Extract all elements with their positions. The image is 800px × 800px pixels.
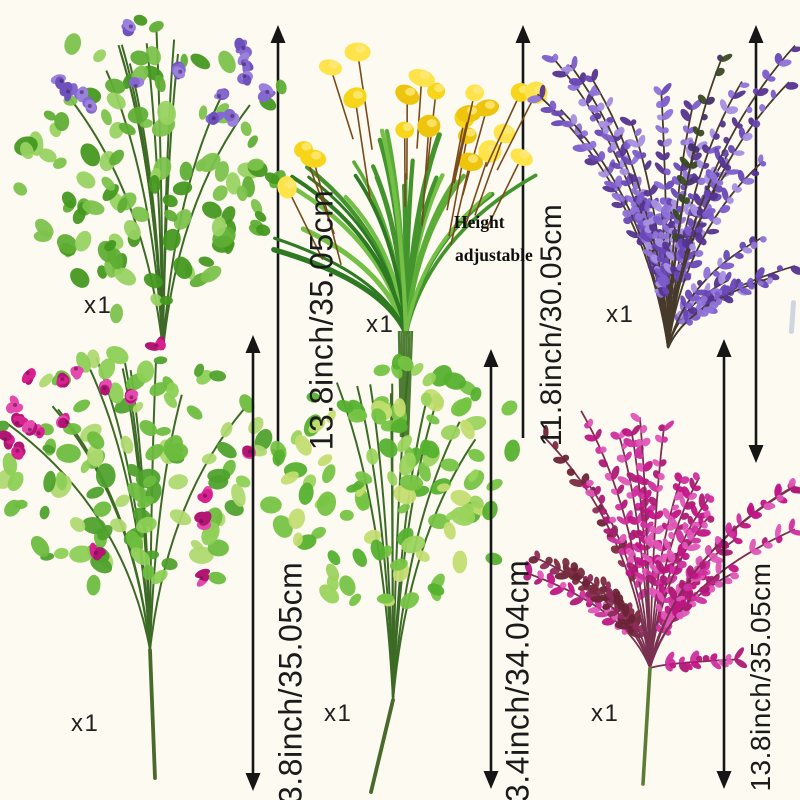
bunch-green-eucalyptus <box>260 353 520 794</box>
measurement-label-top-center: 11.8inch/30.05cm <box>535 203 568 447</box>
measurement-label-bottom-center: 13.4inch/34.04cm <box>499 559 536 800</box>
bunch-eucalyptus-purple-flowers <box>13 14 287 351</box>
measurement-arrow-top-center <box>515 25 531 438</box>
height-note-line1: Height <box>454 212 505 232</box>
quantity-label-bottom-right: x1 <box>591 700 620 727</box>
bunch-eucalyptus-magenta-flowers <box>0 336 273 780</box>
bunch-yellow-flowers-grass <box>271 42 548 438</box>
bunch-purple-lavender <box>527 44 800 349</box>
height-note-line2: adjustable <box>455 245 533 265</box>
bunch-magenta-astilbe <box>523 410 800 786</box>
quantity-label-top-center: x1 <box>366 311 395 338</box>
measurement-label-bottom-right: 13.8inch/35.05cm <box>745 562 776 792</box>
quantity-label-bottom-left: x1 <box>71 710 100 737</box>
measurement-arrow-bottom-right <box>716 339 732 789</box>
quantity-label-top-right: x1 <box>606 301 635 328</box>
measurement-arrow-bottom-center <box>483 349 499 789</box>
quantity-label-top-left: x1 <box>84 292 113 319</box>
stray-stem-fragment <box>788 300 797 334</box>
quantity-label-bottom-center: x1 <box>324 700 353 727</box>
measurement-label-top-left: 13.8inch/35.05cm <box>303 189 340 451</box>
measurement-label-bottom-left: 13.8inch/35.05cm <box>272 561 309 800</box>
measurement-arrow-bottom-left <box>245 335 261 791</box>
